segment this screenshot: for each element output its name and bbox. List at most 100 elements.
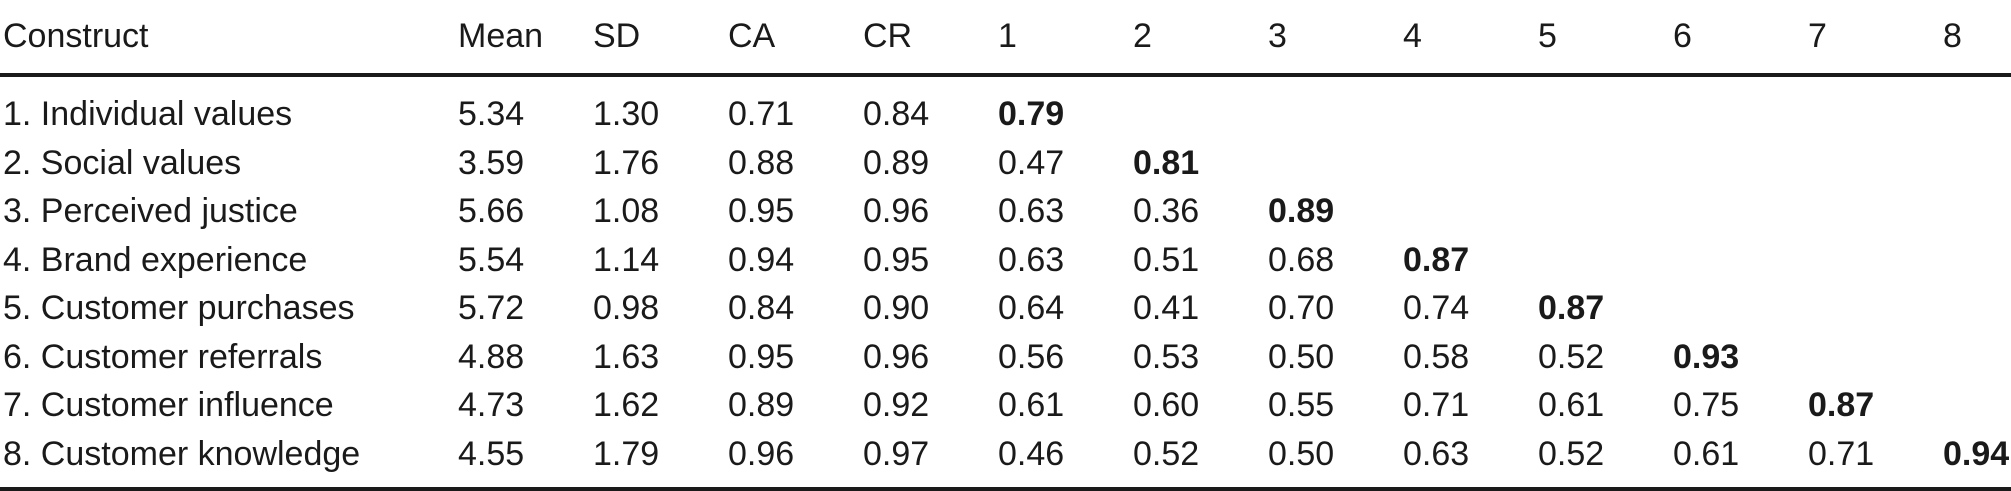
construct-cell: 4. Brand experience <box>3 240 308 279</box>
correlation-cell: 0.79 <box>998 95 1065 133</box>
cr-cell: 0.89 <box>863 143 930 182</box>
correlation-cell: 0.93 <box>1673 337 1740 376</box>
column-header-3: 3 <box>1265 0 1400 77</box>
correlation-cell: 0.63 <box>998 192 1065 230</box>
mean-cell: 3.59 <box>458 143 525 182</box>
correlation-cell <box>1535 187 1670 236</box>
correlation-cell: 0.47 <box>998 143 1065 182</box>
correlation-cell <box>1805 333 1940 382</box>
correlation-cell: 0.61 <box>1538 386 1605 424</box>
table-body: 1. Individual values 5.34 1.30 0.71 0.84 0.79… <box>0 75 2011 491</box>
correlation-cell: 0.52 <box>1538 337 1605 376</box>
correlation-cell <box>1400 187 1535 236</box>
correlation-cell <box>1940 381 2011 430</box>
cr-cell: 0.90 <box>863 289 930 327</box>
correlation-cell <box>1940 284 2011 333</box>
column-header-7: 7 <box>1805 0 1940 77</box>
correlation-cell: 0.63 <box>998 240 1065 279</box>
correlation-cell <box>1940 75 2011 139</box>
correlation-cell <box>1670 187 1805 236</box>
column-header-2: 2 <box>1130 0 1265 77</box>
ca-cell: 0.95 <box>728 192 795 230</box>
mean-cell: 4.88 <box>458 337 525 376</box>
cr-cell: 0.96 <box>863 192 930 230</box>
correlation-cell <box>1535 75 1670 139</box>
mean-cell: 4.55 <box>455 429 590 491</box>
sd-cell: 1.76 <box>593 143 660 182</box>
column-header-6: 6 <box>1670 0 1805 77</box>
header-row: Construct Mean SD CA CR 1 2 3 4 5 6 7 8 <box>0 0 2011 77</box>
correlation-cell: 0.60 <box>1133 386 1200 424</box>
sd-cell: 1.14 <box>593 240 660 279</box>
column-header-sd: SD <box>590 0 725 77</box>
mean-cell: 5.72 <box>458 289 525 327</box>
correlation-cell <box>1670 236 1805 285</box>
correlation-cell <box>1265 75 1400 139</box>
column-header-1: 1 <box>995 0 1130 77</box>
correlation-cell <box>1400 139 1535 188</box>
correlation-cell: 0.52 <box>1535 429 1670 491</box>
correlation-cell <box>1805 187 1940 236</box>
correlation-cell: 0.74 <box>1403 289 1470 327</box>
correlation-cell <box>1805 284 1940 333</box>
mean-cell: 5.34 <box>458 95 525 133</box>
sd-cell: 1.08 <box>593 192 660 230</box>
correlation-cell: 0.41 <box>1133 289 1200 327</box>
construct-cell: 3. Perceived justice <box>3 192 298 230</box>
sd-cell: 1.30 <box>593 95 660 133</box>
correlation-cell: 0.61 <box>998 386 1065 424</box>
table-row: 2. Social values 3.59 1.76 0.88 0.89 0.47 0.81 <box>0 139 2011 188</box>
correlation-cell: 0.53 <box>1133 337 1200 376</box>
correlation-cell <box>1940 139 2011 188</box>
mean-cell: 5.54 <box>458 240 525 279</box>
correlation-cell <box>1805 75 1940 139</box>
correlation-cell: 0.58 <box>1403 337 1470 376</box>
table-row: 8. Customer knowledge 4.55 1.79 0.96 0.97 0.4… <box>0 429 2011 491</box>
correlation-cell: 0.89 <box>1268 192 1335 230</box>
ca-cell: 0.96 <box>725 429 860 491</box>
column-header-5: 5 <box>1535 0 1670 77</box>
sd-cell: 1.62 <box>593 386 660 424</box>
correlation-cell <box>1265 139 1400 188</box>
ca-cell: 0.89 <box>728 386 795 424</box>
correlation-cell: 0.56 <box>998 337 1065 376</box>
correlation-cell: 0.87 <box>1808 386 1875 424</box>
construct-cell: 8. Customer knowledge <box>0 429 455 491</box>
correlation-cell: 0.63 <box>1400 429 1535 491</box>
correlation-cell <box>1805 139 1940 188</box>
correlation-cell: 0.81 <box>1133 143 1200 182</box>
ca-cell: 0.94 <box>728 240 795 279</box>
cr-cell: 0.97 <box>860 429 995 491</box>
correlation-cell: 0.64 <box>998 289 1065 327</box>
construct-cell: 5. Customer purchases <box>3 289 355 327</box>
correlation-cell: 0.61 <box>1670 429 1805 491</box>
correlation-cell: 0.70 <box>1268 289 1335 327</box>
correlation-cell <box>1535 139 1670 188</box>
construct-cell: 2. Social values <box>3 143 242 182</box>
correlation-cell: 0.87 <box>1403 240 1470 279</box>
table-row: 3. Perceived justice 5.66 1.08 0.95 0.96 0.63… <box>0 187 2011 236</box>
correlation-cell <box>1940 187 2011 236</box>
construct-cell: 7. Customer influence <box>3 386 334 424</box>
ca-cell: 0.84 <box>728 289 795 327</box>
correlation-cell <box>1940 236 2011 285</box>
correlation-cell <box>1670 284 1805 333</box>
correlation-cell <box>1805 236 1940 285</box>
column-header-cr: CR <box>860 0 995 77</box>
correlation-cell <box>1130 75 1265 139</box>
column-header-4: 4 <box>1400 0 1535 77</box>
sd-cell: 1.79 <box>590 429 725 491</box>
correlation-cell: 0.50 <box>1268 337 1335 376</box>
column-header-construct: Construct <box>0 0 455 77</box>
table-row: 6. Customer referrals 4.88 1.63 0.95 0.96 0.5… <box>0 333 2011 382</box>
correlation-cell: 0.51 <box>1133 240 1200 279</box>
correlation-cell <box>1670 75 1805 139</box>
column-header-8: 8 <box>1940 0 2011 77</box>
cr-cell: 0.96 <box>863 337 930 376</box>
ca-cell: 0.95 <box>728 337 795 376</box>
correlation-cell: 0.46 <box>995 429 1130 491</box>
correlation-cell: 0.71 <box>1403 386 1470 424</box>
correlation-cell: 0.36 <box>1133 192 1200 230</box>
column-header-ca: CA <box>725 0 860 77</box>
correlation-cell: 0.50 <box>1265 429 1400 491</box>
